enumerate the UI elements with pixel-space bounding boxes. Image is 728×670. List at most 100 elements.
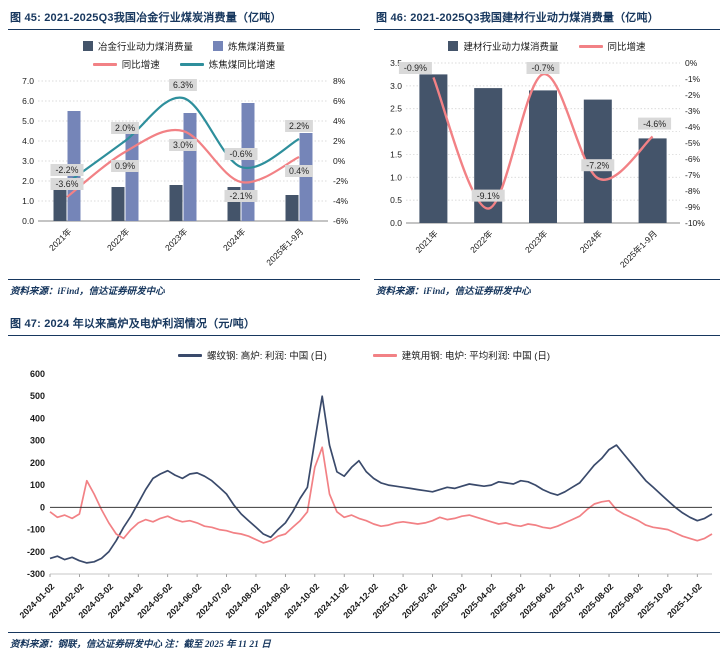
- svg-text:0.9%: 0.9%: [115, 161, 135, 171]
- bar: [53, 187, 67, 221]
- figure-46-title: 图 46: 2021-2025Q3我国建材行业动力煤消费量（亿吨）: [374, 6, 720, 30]
- legend-line-swatch: [92, 62, 117, 66]
- legend-bar-swatch: [213, 41, 223, 51]
- svg-text:-7%: -7%: [685, 170, 701, 180]
- svg-text:4%: 4%: [333, 116, 346, 126]
- svg-text:-9%: -9%: [685, 202, 701, 212]
- legend-label: 螺纹钢: 高炉: 利润: 中国 (日): [206, 351, 327, 362]
- svg-text:500: 500: [30, 391, 45, 401]
- trend-line: [66, 128, 300, 198]
- svg-text:2024年: 2024年: [221, 226, 248, 253]
- figure-47-title: 图 47: 2024 年以来高炉及电炉利润情况（元/吨）: [8, 312, 720, 336]
- svg-text:0%: 0%: [333, 156, 346, 166]
- svg-text:-4%: -4%: [333, 196, 349, 206]
- legend-label: 建筑用钢: 电炉: 平均利润: 中国 (日): [401, 351, 551, 362]
- svg-text:-5%: -5%: [685, 138, 701, 148]
- svg-text:300: 300: [30, 436, 45, 446]
- svg-text:-2.2%: -2.2%: [56, 165, 79, 175]
- axis-labels: 0.0 1.0 2.0 3.0 4.0 5.0 6.0 7.0 8% 6% 4% 2% 0% -2% -4%…: [22, 76, 348, 226]
- legend-bar-swatch: [448, 41, 459, 51]
- figure-46-chart: 0.0 0.5 1.0 1.5 2.0 2.5 3.0 3.5 0% -1% -2% -3% -4% -5…: [390, 58, 705, 270]
- legend-item: 建筑用钢: 电炉: 平均利润: 中国 (日): [372, 348, 551, 362]
- svg-text:2025年1-9月: 2025年1-9月: [618, 228, 659, 269]
- svg-text:2.0: 2.0: [390, 127, 402, 137]
- bar: [419, 74, 448, 224]
- svg-text:0.0: 0.0: [22, 216, 34, 226]
- figure-45-legend-lines: 同比增速 炼焦煤同比增速: [8, 57, 360, 71]
- svg-text:-3%: -3%: [685, 106, 701, 116]
- svg-text:600: 600: [30, 369, 45, 379]
- report-page: 图 45: 2021-2025Q3我国冶金行业煤炭消费量（亿吨） 冶金行业动力煤…: [8, 6, 720, 653]
- bar: [183, 113, 197, 221]
- profit-line: [49, 395, 713, 564]
- svg-text:6.0: 6.0: [22, 96, 34, 106]
- data-label-chip: [224, 190, 258, 202]
- data-label-chip: [169, 139, 197, 151]
- legend-item: 建材行业动力煤消费量: [448, 39, 559, 53]
- figure-45-chart: 0.0 1.0 2.0 3.0 4.0 5.0 6.0 7.0 8% 6% 4% 2% 0% -2% -4%…: [22, 76, 348, 267]
- profit-line: [49, 446, 713, 544]
- data-label-chip: [285, 165, 313, 177]
- svg-text:7.0: 7.0: [22, 76, 34, 86]
- svg-text:2.2%: 2.2%: [289, 121, 309, 131]
- axis-labels: 600 500 400 300 200 100 0 -100 -200 -300: [27, 369, 45, 579]
- legend-item: 炼焦煤同比增速: [179, 57, 276, 71]
- svg-text:2022年: 2022年: [468, 228, 495, 255]
- data-label-chip: [50, 164, 84, 176]
- svg-text:3.0%: 3.0%: [173, 140, 193, 150]
- legend-item: 同比增速: [578, 39, 646, 53]
- category-labels: 2021年 2022年 2023年 2024年 2025年1-9月: [413, 228, 659, 270]
- line-series: [49, 395, 713, 564]
- figure-45-legend-bars: 冶金行业动力煤消费量 炼焦煤消费量: [8, 39, 360, 53]
- data-label-chip: [638, 117, 672, 130]
- legend-item: 冶金行业动力煤消费量: [82, 39, 193, 53]
- svg-text:5.0: 5.0: [22, 116, 34, 126]
- legend-item: 炼焦煤消费量: [213, 39, 285, 53]
- svg-text:2022年: 2022年: [105, 226, 132, 253]
- line-series: [432, 73, 654, 210]
- data-label-chip: [285, 120, 313, 132]
- bar: [169, 185, 183, 221]
- line-series: [66, 96, 300, 198]
- legend-label: 建材行业动力煤消费量: [463, 42, 559, 53]
- bar: [638, 138, 667, 223]
- figure-45-source: 资料来源：iFind，信达证券研发中心: [8, 279, 360, 300]
- svg-text:2025年1-9月: 2025年1-9月: [264, 226, 305, 267]
- svg-text:-6%: -6%: [685, 154, 701, 164]
- svg-text:-0.7%: -0.7%: [532, 63, 555, 73]
- bar: [111, 187, 125, 221]
- svg-text:-100: -100: [27, 525, 45, 535]
- legend-line-swatch: [578, 44, 603, 48]
- data-label-chip: [111, 122, 139, 134]
- bar: [529, 90, 557, 224]
- svg-text:2021年: 2021年: [47, 226, 74, 253]
- data-labels: -0.9% -9.1% -0.7% -7.2% -4.6%: [398, 62, 672, 202]
- svg-text:-200: -200: [27, 547, 45, 557]
- svg-text:2.0%: 2.0%: [115, 123, 135, 133]
- svg-text:-0.6%: -0.6%: [230, 149, 253, 159]
- data-labels: -2.2% 2.0% 6.3% -0.6% 2.2% -3.6% 0.9% 3.0% -2.1%…: [50, 79, 313, 202]
- svg-text:1.5: 1.5: [390, 149, 402, 159]
- svg-text:4.0: 4.0: [22, 136, 34, 146]
- legend-label: 炼焦煤消费量: [228, 42, 286, 53]
- figure-46-legend: 建材行业动力煤消费量 同比增速: [374, 39, 720, 53]
- legend-label: 冶金行业动力煤消费量: [97, 42, 193, 53]
- svg-text:200: 200: [30, 458, 45, 468]
- svg-text:3.0: 3.0: [390, 81, 402, 91]
- figure-45-panel: 图 45: 2021-2025Q3我国冶金行业煤炭消费量（亿吨） 冶金行业动力煤…: [8, 6, 360, 300]
- data-label-chip: [526, 62, 560, 74]
- bar: [241, 103, 255, 221]
- svg-text:-4.6%: -4.6%: [643, 119, 666, 129]
- svg-text:3.0: 3.0: [22, 156, 34, 166]
- svg-text:2.5: 2.5: [390, 104, 402, 114]
- legend-line-swatch: [179, 62, 204, 66]
- legend-line-swatch: [372, 353, 397, 357]
- svg-text:-10%: -10%: [685, 218, 705, 228]
- legend-label: 炼焦煤同比增速: [208, 60, 276, 71]
- legend-label: 同比增速: [121, 60, 160, 71]
- legend-item: 同比增速: [92, 57, 160, 71]
- trend-line: [432, 73, 654, 210]
- axis-labels: 0.0 0.5 1.0 1.5 2.0 2.5 3.0 3.5 0% -1% -2% -3% -4% -5…: [390, 58, 705, 228]
- figure-47-panel: 图 47: 2024 年以来高炉及电炉利润情况（元/吨） 螺纹钢: 高炉: 利润…: [8, 312, 720, 653]
- svg-text:2024年: 2024年: [578, 228, 605, 255]
